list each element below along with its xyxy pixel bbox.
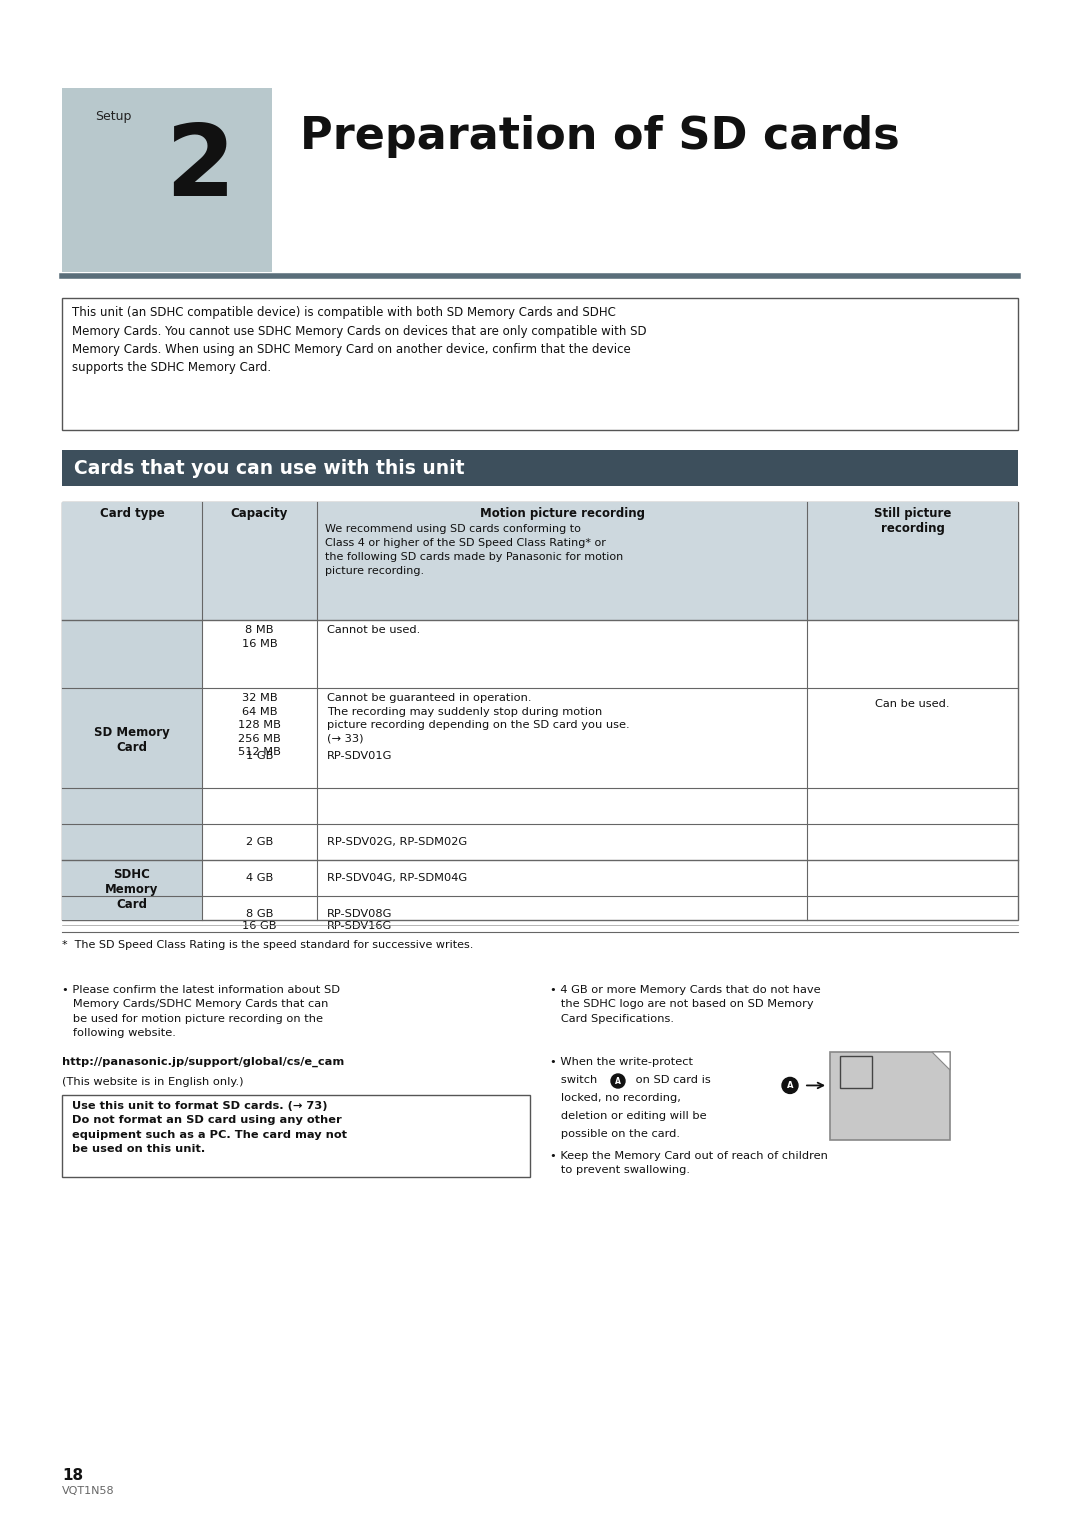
Text: 16 GB: 16 GB	[242, 922, 276, 931]
Text: http://panasonic.jp/support/global/cs/e_cam: http://panasonic.jp/support/global/cs/e_…	[62, 1058, 345, 1067]
Text: SDHC
Memory
Card: SDHC Memory Card	[106, 868, 159, 911]
Text: 18: 18	[62, 1468, 83, 1483]
Text: 32 MB
64 MB
128 MB
256 MB
512 MB: 32 MB 64 MB 128 MB 256 MB 512 MB	[238, 693, 281, 757]
Bar	[62, 89, 272, 272]
Text: Cannot be guaranteed in operation.
The recording may suddenly stop during motion: Cannot be guaranteed in operation. The r…	[327, 693, 630, 743]
Text: 2 GB: 2 GB	[246, 836, 273, 847]
Text: 2: 2	[165, 121, 234, 217]
Polygon shape	[932, 1051, 950, 1070]
Bar	[62, 1096, 530, 1177]
Text: Preparation of SD cards: Preparation of SD cards	[300, 114, 900, 159]
Text: A: A	[786, 1080, 793, 1090]
Circle shape	[782, 1077, 798, 1094]
Text: (This website is in English only.): (This website is in English only.)	[62, 1077, 243, 1087]
Bar	[840, 1056, 872, 1088]
Text: Can be used.: Can be used.	[875, 699, 949, 710]
Text: switch: switch	[550, 1074, 600, 1085]
Text: • Please confirm the latest information about SD
   Memory Cards/SDHC Memory Car: • Please confirm the latest information …	[62, 984, 340, 1038]
Bar	[62, 298, 1018, 430]
Text: RP-SDV04G, RP-SDM04G: RP-SDV04G, RP-SDM04G	[327, 873, 468, 884]
Text: Motion picture recording: Motion picture recording	[480, 507, 645, 520]
Text: RP-SDV08G: RP-SDV08G	[327, 909, 392, 919]
Text: SD Memory
Card: SD Memory Card	[94, 726, 170, 754]
Circle shape	[611, 1074, 625, 1088]
Text: • 4 GB or more Memory Cards that do not have
   the SDHC logo are not based on S: • 4 GB or more Memory Cards that do not …	[550, 984, 821, 1024]
Text: VQT1N58: VQT1N58	[62, 1486, 114, 1495]
Text: RP-SDV16G: RP-SDV16G	[327, 922, 392, 931]
Bar	[62, 861, 202, 920]
Text: 16: 16	[877, 1094, 916, 1122]
Text: SD: SD	[849, 1061, 864, 1070]
Bar	[62, 450, 1018, 485]
Bar	[62, 502, 1018, 920]
Text: deletion or editing will be: deletion or editing will be	[550, 1111, 706, 1122]
Text: • Keep the Memory Card out of reach of children
   to prevent swallowing.: • Keep the Memory Card out of reach of c…	[550, 1151, 828, 1175]
Text: 8 GB: 8 GB	[246, 909, 273, 919]
Text: A: A	[616, 1076, 621, 1085]
Text: Cannot be used.: Cannot be used.	[327, 626, 420, 635]
Text: HC: HC	[848, 1074, 864, 1083]
Text: This unit (an SDHC compatible device) is compatible with both SD Memory Cards an: This unit (an SDHC compatible device) is…	[72, 307, 647, 374]
Text: *  The SD Speed Class Rating is the speed standard for successive writes.: * The SD Speed Class Rating is the speed…	[62, 940, 473, 951]
Text: 4 GB: 4 GB	[246, 873, 273, 884]
Text: Cards that you can use with this unit: Cards that you can use with this unit	[75, 458, 464, 478]
Text: RP-SDV02G, RP-SDM02G: RP-SDV02G, RP-SDM02G	[327, 836, 468, 847]
Text: on SD card is: on SD card is	[632, 1074, 711, 1085]
Text: Use this unit to format SD cards. (→ 73)
Do not format an SD card using any othe: Use this unit to format SD cards. (→ 73)…	[72, 1100, 347, 1154]
Text: We recommend using SD cards conforming to
Class 4 or higher of the SD Speed Clas: We recommend using SD cards conforming t…	[325, 523, 623, 575]
Text: Setup: Setup	[95, 110, 132, 124]
Bar	[62, 502, 1018, 620]
Text: Card type: Card type	[99, 507, 164, 520]
Text: RP-SDV01G: RP-SDV01G	[327, 751, 392, 761]
Text: locked, no recording,: locked, no recording,	[550, 1093, 680, 1103]
Text: 8 MB
16 MB: 8 MB 16 MB	[242, 626, 278, 650]
Bar	[831, 1051, 950, 1140]
Text: Still picture
recording: Still picture recording	[874, 507, 951, 536]
Text: 1 GB: 1 GB	[246, 751, 273, 761]
Text: GB: GB	[910, 1103, 930, 1117]
Text: • When the write-protect: • When the write-protect	[550, 1058, 693, 1067]
Bar	[62, 620, 202, 861]
Text: possible on the card.: possible on the card.	[550, 1129, 680, 1138]
Text: Capacity: Capacity	[231, 507, 288, 520]
